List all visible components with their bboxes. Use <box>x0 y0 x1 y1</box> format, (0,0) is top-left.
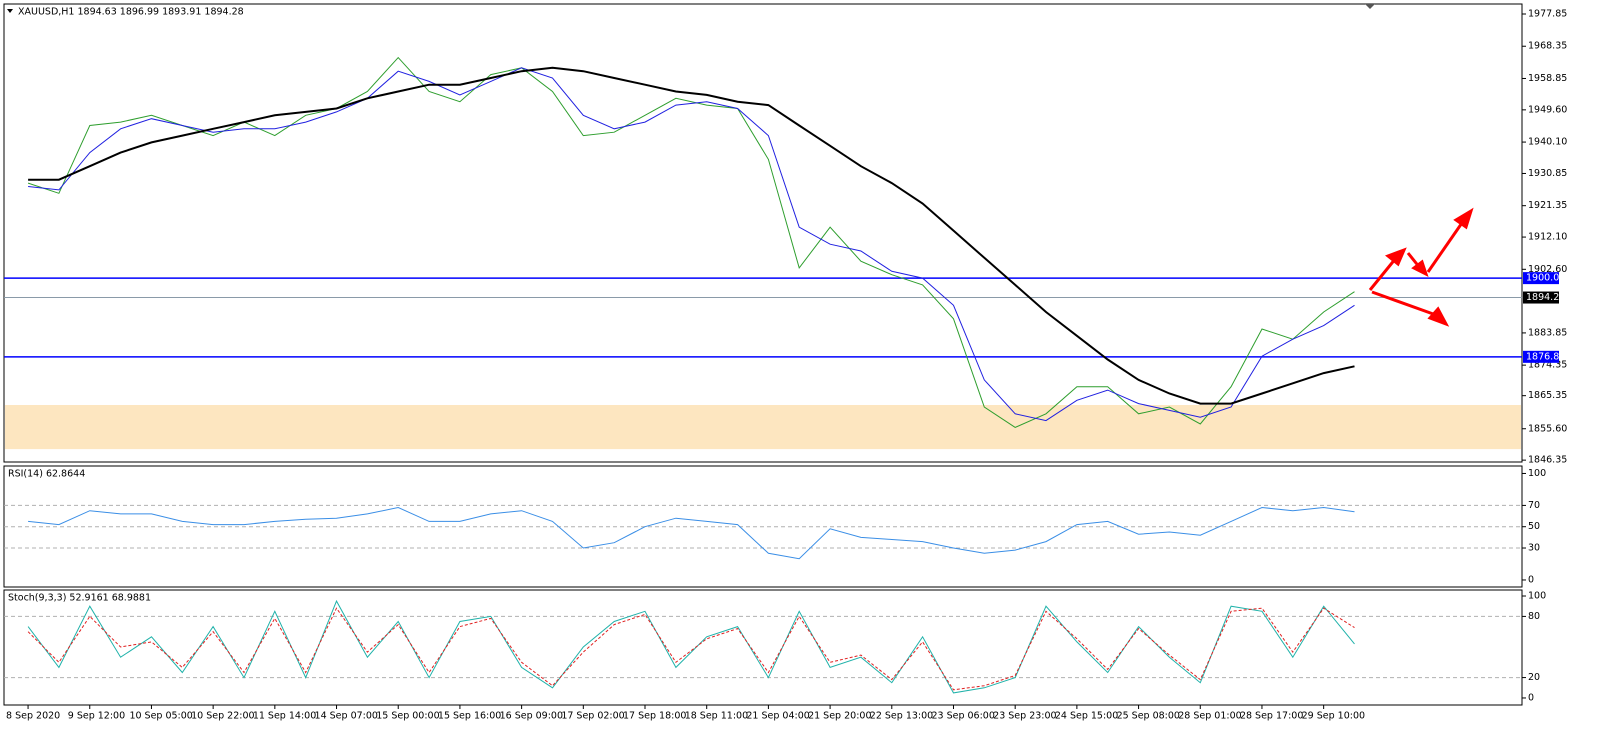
x-tick-label: 21 Sep 04:00 <box>746 711 809 722</box>
x-tick-label: 9 Sep 12:00 <box>68 711 125 722</box>
series-line <box>27 56 1355 428</box>
y-tick-label: 1949.60 <box>1528 104 1567 115</box>
y-tick-label: 1968.35 <box>1528 41 1567 52</box>
x-tick-label: 23 Sep 23:00 <box>993 711 1056 722</box>
last-price-label: 1894.28 <box>1526 292 1565 303</box>
stoch-title: Stoch(9,3,3) 52.9161 68.9881 <box>8 593 151 604</box>
level-label-box <box>1523 350 1559 363</box>
y-tick-label: 1902.60 <box>1528 264 1567 275</box>
last-price-box <box>1523 291 1559 304</box>
x-tick-label: 11 Sep 14:00 <box>253 711 316 722</box>
y-tick-label: 1865.35 <box>1528 390 1567 401</box>
x-tick-label: 15 Sep 16:00 <box>438 711 501 722</box>
y-tick-label: 100 <box>1528 591 1546 602</box>
y-tick-label: 1958.85 <box>1528 73 1567 84</box>
x-tick-label: 8 Sep 2020 <box>6 711 60 722</box>
x-tick-label: 23 Sep 06:00 <box>931 711 994 722</box>
series-line <box>28 66 1355 405</box>
support-zone <box>5 405 1521 450</box>
shift-marker <box>1365 4 1375 9</box>
level-label-box <box>1523 272 1559 285</box>
x-tick-label: 25 Sep 08:00 <box>1117 711 1180 722</box>
y-tick-label: 1921.35 <box>1528 200 1567 211</box>
menu-icon[interactable] <box>7 9 13 13</box>
series-line <box>28 67 1355 422</box>
y-tick-label: 20 <box>1528 672 1540 683</box>
scenario-arrows <box>1368 207 1474 327</box>
y-tick-label: 100 <box>1528 468 1546 479</box>
series-line <box>27 599 1355 694</box>
x-tick-label: 28 Sep 17:00 <box>1240 711 1303 722</box>
x-tick-label: 28 Sep 01:00 <box>1178 711 1241 722</box>
y-tick-label: 1883.85 <box>1528 327 1567 338</box>
x-tick-label: 14 Sep 07:00 <box>315 711 378 722</box>
symbol-header: XAUUSD,H1 1894.63 1896.99 1893.91 1894.2… <box>18 7 244 18</box>
series-line <box>27 607 1355 691</box>
x-tick-label: 17 Sep 18:00 <box>623 711 686 722</box>
y-tick-label: 1874.35 <box>1528 360 1567 371</box>
x-tick-label: 10 Sep 05:00 <box>129 711 192 722</box>
y-tick-label: 70 <box>1528 500 1540 511</box>
rsi-title: RSI(14) 62.8644 <box>8 469 85 480</box>
x-tick-label: 24 Sep 15:00 <box>1055 711 1118 722</box>
x-tick-label: 18 Sep 11:00 <box>685 711 748 722</box>
y-tick-label: 1977.85 <box>1528 9 1567 20</box>
x-tick-label: 22 Sep 13:00 <box>870 711 933 722</box>
y-tick-label: 1930.85 <box>1528 168 1567 179</box>
series-line <box>28 506 1355 560</box>
price-panel <box>3 3 1523 463</box>
y-tick-label: 50 <box>1528 521 1540 532</box>
level-label: 1876.80 <box>1526 351 1565 362</box>
plot-layer: 1977.85 1968.35 1958.85 1949.60 1940.10 1930.… <box>4 9 1567 722</box>
y-tick-label: 1855.60 <box>1528 423 1567 434</box>
y-tick-label: 80 <box>1528 611 1540 622</box>
y-tick-label: 0 <box>1528 692 1534 703</box>
y-tick-label: 1912.10 <box>1528 232 1567 243</box>
x-tick-label: 21 Sep 20:00 <box>808 711 871 722</box>
x-tick-label: 10 Sep 22:00 <box>191 711 254 722</box>
y-tick-label: 0 <box>1528 574 1534 585</box>
y-tick-label: 30 <box>1528 543 1540 554</box>
x-tick-label: 29 Sep 10:00 <box>1302 711 1365 722</box>
y-tick-label: 1940.10 <box>1528 137 1567 148</box>
y-tick-label: 1846.35 <box>1528 455 1567 466</box>
level-label: 1900.00 <box>1526 273 1565 284</box>
stoch-panel <box>3 589 1523 706</box>
x-tick-label: 15 Sep 00:00 <box>376 711 439 722</box>
x-tick-label: 17 Sep 02:00 <box>561 711 624 722</box>
x-tick-label: 16 Sep 09:00 <box>500 711 563 722</box>
